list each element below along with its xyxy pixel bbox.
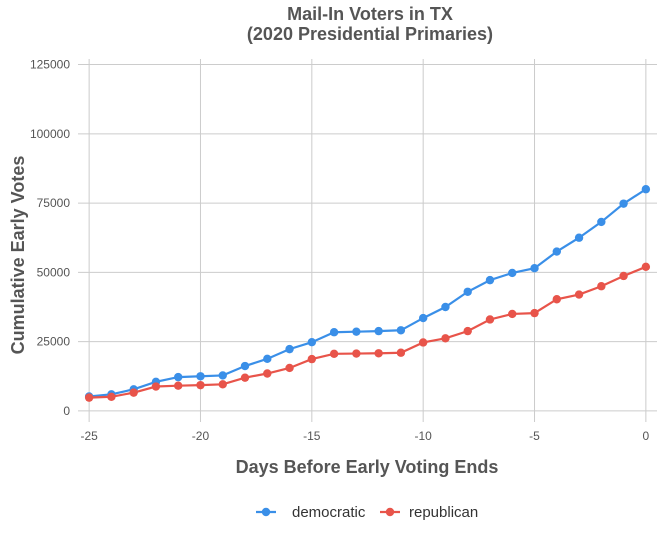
data-point-republican: [218, 380, 227, 389]
data-point-democratic: [574, 233, 584, 242]
x-axis-title: Days Before Early Voting Ends: [236, 457, 499, 477]
data-point-democratic: [329, 328, 339, 337]
x-tick-label: -10: [415, 429, 433, 443]
data-point-democratic: [441, 302, 450, 312]
series-line-democratic: [89, 188, 647, 398]
data-point-republican: [574, 290, 584, 299]
x-tick-label: -20: [192, 429, 210, 443]
data-point-republican: [463, 326, 472, 336]
data-point-republican: [107, 392, 116, 401]
x-tick-label: -25: [80, 429, 98, 443]
data-point-republican: [240, 373, 250, 382]
data-point-democratic: [619, 199, 628, 208]
data-point-democratic: [174, 372, 183, 382]
data-point-republican: [508, 309, 517, 319]
data-point-republican: [174, 381, 183, 390]
data-point-republican: [552, 295, 561, 304]
x-tick-label: -5: [529, 429, 540, 443]
data-point-republican: [374, 349, 383, 358]
data-point-republican: [285, 363, 294, 373]
data-point-democratic: [196, 372, 205, 381]
y-tick-label: 50000: [37, 265, 71, 279]
data-point-republican: [485, 315, 495, 324]
series-republican: [84, 262, 651, 402]
data-point-republican: [352, 349, 361, 358]
legend-key-point: [385, 507, 395, 517]
x-tick-label: -15: [303, 429, 321, 443]
legend-item-republican: republican: [380, 504, 478, 521]
legend: democratic republican: [256, 504, 478, 521]
legend-label: democratic: [292, 504, 366, 521]
data-point-democratic: [463, 287, 472, 296]
data-point-republican: [329, 349, 339, 359]
series-democratic: [84, 185, 651, 401]
data-point-republican: [641, 262, 651, 272]
data-point-republican: [441, 334, 450, 343]
data-point-democratic: [218, 371, 227, 380]
data-point-democratic: [352, 327, 361, 336]
legend-key-point: [261, 507, 271, 517]
tick-labels: 0 25000 50000 75000 100000 125000 -25 -20 -15 -10…: [30, 58, 650, 443]
data-point-democratic: [285, 344, 294, 354]
gridlines: [78, 59, 657, 422]
legend-label: republican: [409, 504, 478, 521]
data-point-republican: [307, 354, 317, 364]
data-point-democratic: [374, 326, 383, 336]
y-axis-title: Cumulative Early Votes: [8, 156, 28, 355]
data-point-republican: [151, 382, 161, 391]
data-point-democratic: [263, 354, 272, 364]
chart-title-line-1: Mail-In Voters in TX: [287, 4, 453, 24]
data-point-democratic: [508, 268, 517, 278]
data-point-republican: [418, 338, 428, 347]
data-point-democratic: [418, 313, 428, 323]
series-lines: [84, 185, 651, 402]
data-point-republican: [619, 271, 628, 281]
y-tick-label: 125000: [30, 58, 70, 72]
data-point-democratic: [485, 275, 495, 285]
y-tick-label: 100000: [30, 127, 70, 141]
data-point-republican: [597, 282, 606, 291]
data-point-democratic: [240, 361, 250, 371]
data-point-democratic: [641, 185, 651, 194]
data-point-democratic: [530, 264, 539, 273]
x-tick-label: 0: [643, 429, 650, 443]
y-tick-label: 0: [63, 404, 70, 418]
data-point-republican: [84, 393, 94, 402]
data-point-democratic: [396, 326, 406, 335]
data-point-republican: [396, 348, 406, 357]
data-point-democratic: [307, 337, 317, 347]
data-point-democratic: [597, 217, 606, 227]
data-point-republican: [196, 380, 205, 390]
chart-title-line-2: (2020 Presidential Primaries): [247, 24, 493, 44]
legend-item-democratic: democratic: [256, 504, 366, 521]
data-point-republican: [263, 369, 272, 378]
y-tick-label: 25000: [37, 335, 71, 349]
data-point-democratic: [552, 247, 561, 256]
data-point-republican: [530, 308, 539, 318]
y-tick-label: 75000: [37, 196, 71, 210]
data-point-republican: [129, 388, 138, 397]
